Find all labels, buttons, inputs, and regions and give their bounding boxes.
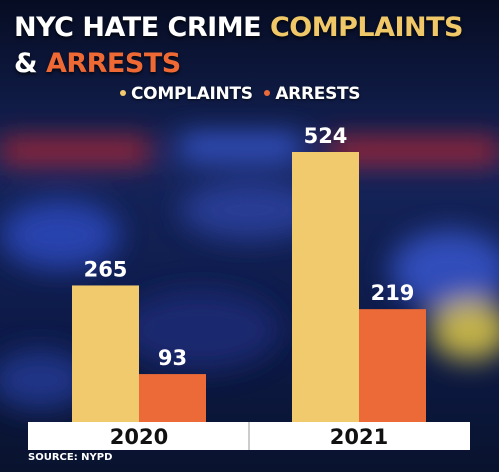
legend-label-complaints: COMPLAINTS bbox=[131, 84, 253, 104]
data-label-complaints-2021: 524 bbox=[304, 124, 348, 148]
title-ampersand: & bbox=[14, 48, 38, 79]
chart-title-line-1: NYC HATE CRIME COMPLAINTS bbox=[14, 14, 463, 41]
data-label-arrests-2020: 93 bbox=[158, 346, 187, 370]
bar-complaints-2021 bbox=[292, 152, 359, 422]
legend-dot-complaints-icon bbox=[120, 89, 126, 96]
legend-item-arrests: ARRESTS bbox=[264, 84, 361, 104]
legend: COMPLAINTS ARRESTS bbox=[120, 84, 366, 104]
bar-arrests-2020 bbox=[139, 374, 206, 422]
data-label-arrests-2021: 219 bbox=[371, 281, 415, 305]
bar-arrests-2021 bbox=[359, 309, 426, 422]
legend-dot-arrests-icon bbox=[264, 89, 271, 96]
chart-title-line-2: & ARRESTS bbox=[14, 50, 181, 77]
title-prefix: NYC HATE CRIME bbox=[14, 12, 262, 43]
legend-item-complaints: COMPLAINTS bbox=[120, 84, 258, 104]
bar-complaints-2020 bbox=[72, 285, 139, 422]
legend-label-arrests: ARRESTS bbox=[275, 84, 361, 104]
source-note: SOURCE: NYPD bbox=[28, 452, 113, 463]
x-tick-label-2020: 2020 bbox=[110, 425, 168, 449]
data-label-complaints-2020: 265 bbox=[84, 257, 128, 281]
title-complaints-highlight: COMPLAINTS bbox=[269, 12, 464, 43]
title-arrests-highlight: ARRESTS bbox=[45, 48, 181, 79]
x-tick-label-2021: 2021 bbox=[330, 425, 388, 449]
